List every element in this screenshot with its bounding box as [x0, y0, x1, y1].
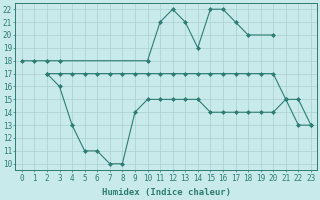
X-axis label: Humidex (Indice chaleur): Humidex (Indice chaleur) — [102, 188, 231, 197]
